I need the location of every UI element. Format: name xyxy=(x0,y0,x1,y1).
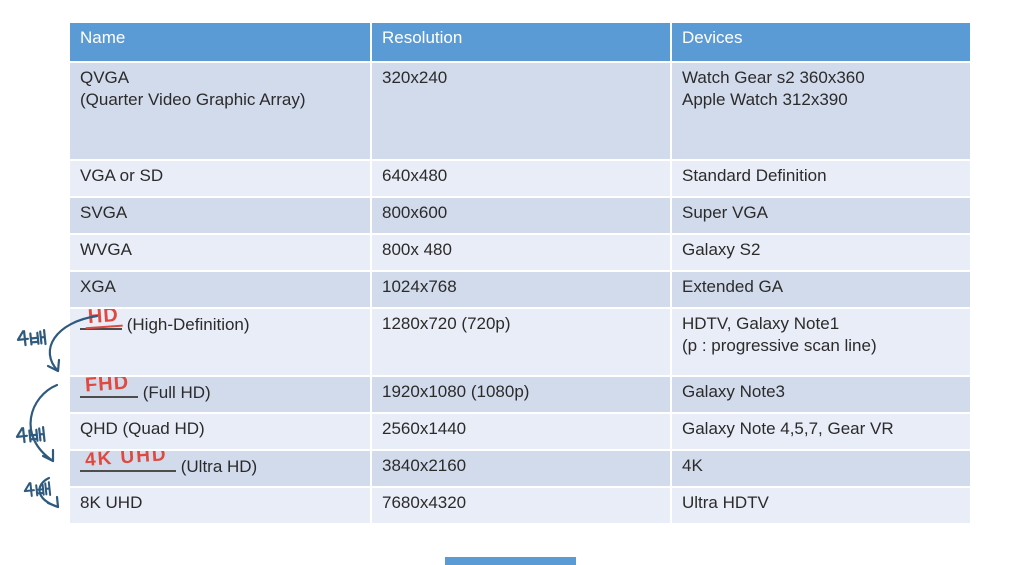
column-header-resolution: Resolution xyxy=(372,23,670,61)
cell-resolution: 1280x720 (720p) xyxy=(372,309,670,375)
device-text-line: Extended GA xyxy=(681,277,784,296)
cell-resolution: 800x 480 xyxy=(372,235,670,270)
table-row: HD (High-Definition) 1280x720 (720p) HDTV,… xyxy=(70,309,970,375)
table-row: 4K UHD (Ultra HD) 3840x2160 4K xyxy=(70,451,970,486)
device-text-line: Galaxy Note3 xyxy=(681,382,785,401)
cell-name: XGA xyxy=(70,272,370,307)
device-text-line: Apple Watch 312x390 xyxy=(681,90,848,109)
cell-devices: Super VGA xyxy=(671,198,970,233)
name-text-line: XGA xyxy=(80,277,116,296)
cell-name: 8K UHD xyxy=(70,488,370,523)
cell-name: QVGA (Quarter Video Graphic Array) xyxy=(70,63,370,159)
device-text-line: Galaxy Note 4,5,7, Gear VR xyxy=(681,419,894,438)
cell-resolution: 640x480 xyxy=(372,161,670,196)
multiplier-label-3 xyxy=(22,480,52,499)
cell-name: WVGA xyxy=(70,235,370,270)
device-text-line: (p : progressive scan line) xyxy=(681,336,877,355)
name-text-line: QVGA xyxy=(80,68,130,87)
table-row: FHD (Full HD) 1920x1080 (1080p) Galaxy Not… xyxy=(70,377,970,412)
table-row: WVGA 800x 480 Galaxy S2 xyxy=(70,235,970,270)
name-text-line: SVGA xyxy=(80,203,128,222)
cell-resolution: 800x600 xyxy=(372,198,670,233)
handwritten-red-answer: 4K UHD xyxy=(84,451,169,471)
table-header-row: Name Resolution Devices xyxy=(70,23,970,61)
table-row: QVGA (Quarter Video Graphic Array) 320x240… xyxy=(70,63,970,159)
resolution-table: Name Resolution Devices QVGA (Quarter Vid… xyxy=(68,21,972,525)
device-text-line: Ultra HDTV xyxy=(681,493,769,512)
cell-name: 4K UHD (Ultra HD) xyxy=(70,451,370,486)
name-text-line: QHD (Quad HD) xyxy=(80,419,205,438)
cell-name: QHD (Quad HD) xyxy=(70,414,370,449)
column-header-devices: Devices xyxy=(671,23,970,61)
name-text-line: VGA or SD xyxy=(80,166,164,185)
device-text-line: Standard Definition xyxy=(681,166,827,185)
name-text-line: (Quarter Video Graphic Array) xyxy=(80,90,306,109)
fill-in-blank-line: FHD xyxy=(80,377,138,398)
cell-resolution: 1024x768 xyxy=(372,272,670,307)
column-header-name: Name xyxy=(70,23,370,61)
cell-name: FHD (Full HD) xyxy=(70,377,370,412)
cell-devices: Standard Definition xyxy=(671,161,970,196)
cell-resolution: 7680x4320 xyxy=(372,488,670,523)
cell-name: SVGA xyxy=(70,198,370,233)
device-text-line: 4K xyxy=(681,456,703,475)
arrow-fhd-to-4k xyxy=(29,383,59,463)
cell-name: VGA or SD xyxy=(70,161,370,196)
arrow-4k-to-8k xyxy=(38,476,60,509)
cell-resolution: 3840x2160 xyxy=(372,451,670,486)
multiplier-label-2 xyxy=(14,424,46,445)
table-row: VGA or SD 640x480 Standard Definition xyxy=(70,161,970,196)
bottom-accent-bar xyxy=(445,557,576,565)
fill-in-blank-line: 4K UHD xyxy=(80,451,176,472)
cell-resolution: 1920x1080 (1080p) xyxy=(372,377,670,412)
handwritten-red-answer: FHD xyxy=(84,377,130,397)
cell-devices: Galaxy Note3 xyxy=(671,377,970,412)
cell-devices: Galaxy S2 xyxy=(671,235,970,270)
table-row: XGA 1024x768 Extended GA xyxy=(70,272,970,307)
device-text-line: Galaxy S2 xyxy=(681,240,761,259)
cell-resolution: 2560x1440 xyxy=(372,414,670,449)
cell-name: HD (High-Definition) xyxy=(70,309,370,375)
cell-devices: 4K xyxy=(671,451,970,486)
table-row: SVGA 800x600 Super VGA xyxy=(70,198,970,233)
cell-devices: HDTV, Galaxy Note1 (p : progressive scan … xyxy=(671,309,970,375)
cell-devices: Extended GA xyxy=(671,272,970,307)
cell-devices: Ultra HDTV xyxy=(671,488,970,523)
device-text-line: Watch Gear s2 360x360 xyxy=(681,68,865,87)
cell-devices: Galaxy Note 4,5,7, Gear VR xyxy=(671,414,970,449)
fill-in-blank-line: HD xyxy=(80,309,123,330)
cell-devices: Watch Gear s2 360x360 Apple Watch 312x390 xyxy=(671,63,970,159)
name-text-line: WVGA xyxy=(80,240,132,259)
table-row: 8K UHD 7680x4320 Ultra HDTV xyxy=(70,488,970,523)
cell-resolution: 320x240 xyxy=(372,63,670,159)
handwritten-red-answer: HD xyxy=(84,309,123,330)
table-row: QHD (Quad HD) 2560x1440 Galaxy Note 4,5,7,… xyxy=(70,414,970,449)
device-text-line: HDTV, Galaxy Note1 xyxy=(681,314,840,333)
device-text-line: Super VGA xyxy=(681,203,768,222)
multiplier-label-1 xyxy=(15,327,47,348)
name-text-line: 8K UHD xyxy=(80,493,143,512)
